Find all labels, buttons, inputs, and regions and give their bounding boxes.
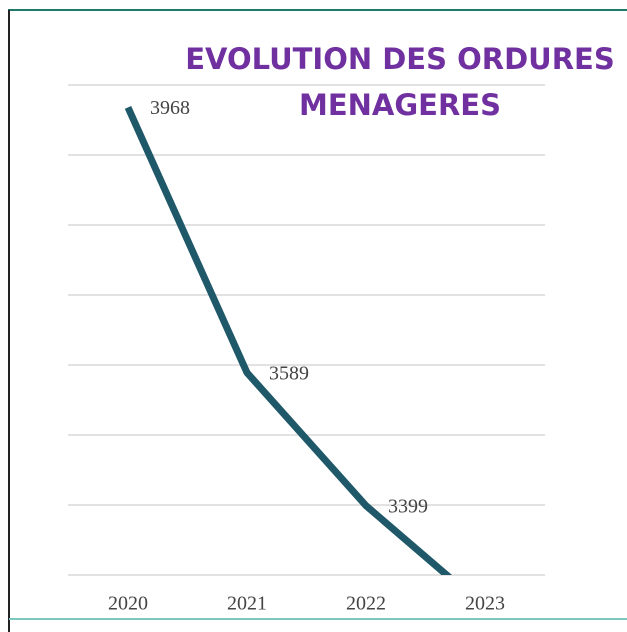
line bbox=[124, 105, 453, 575]
x-tick-label: 2021 bbox=[227, 593, 267, 615]
data-label: 3589 bbox=[269, 362, 309, 384]
chart-title: EVOLUTION DES ORDURES MENAGERES bbox=[185, 42, 615, 122]
data-label: 3399 bbox=[388, 495, 428, 517]
x-tick-label: 2023 bbox=[465, 593, 505, 615]
data-label: 3968 bbox=[150, 97, 190, 119]
x-tick-label: 2022 bbox=[346, 593, 386, 615]
x-tick-label: 2020 bbox=[108, 593, 148, 615]
